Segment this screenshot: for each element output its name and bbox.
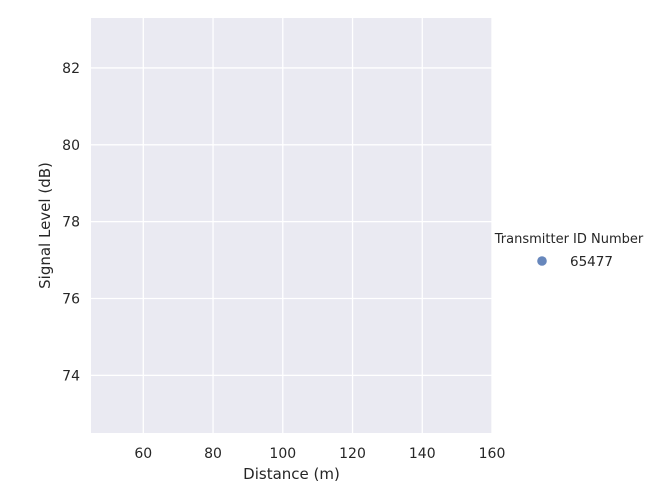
x-gridlines (142, 18, 493, 433)
y-tick-label: 76 (62, 292, 80, 308)
legend-marker (537, 256, 547, 266)
x-tick-label: 100 (269, 446, 296, 462)
legend-title: Transmitter ID Number (494, 232, 644, 247)
y-gridlines (91, 67, 492, 377)
y-tick-label: 78 (62, 215, 80, 231)
x-tick-label: 60 (134, 446, 152, 462)
y-tick-label: 74 (62, 368, 80, 384)
x-tick-label: 80 (204, 446, 222, 462)
x-tick-label: 120 (339, 446, 366, 462)
plot-area (91, 18, 492, 433)
x-tick-label: 160 (479, 446, 506, 462)
y-tick-label: 80 (62, 138, 80, 154)
legend: Transmitter ID Number 65477 (494, 232, 644, 270)
y-axis-label: Signal Level (dB) (36, 162, 54, 289)
legend-label: 65477 (570, 254, 613, 270)
x-tick-labels: 60 80 100 120 140 160 (134, 446, 505, 462)
y-tick-label: 82 (62, 61, 80, 77)
legend-entries: 65477 (537, 254, 613, 270)
y-tick-labels: 74 76 78 80 82 (62, 61, 80, 384)
x-axis-label: Distance (m) (243, 465, 340, 483)
x-tick-label: 140 (409, 446, 436, 462)
